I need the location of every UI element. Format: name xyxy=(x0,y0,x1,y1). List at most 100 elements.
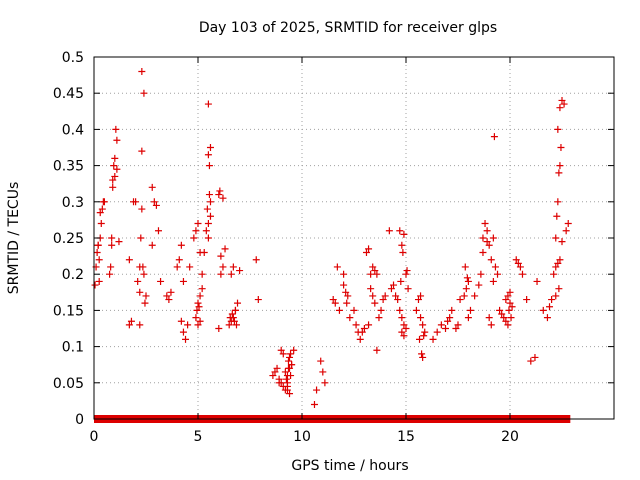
data-point xyxy=(444,317,452,325)
data-point xyxy=(429,335,437,343)
data-point xyxy=(113,136,121,144)
data-point xyxy=(109,183,117,191)
data-point xyxy=(452,325,460,332)
x-tick-label: 20 xyxy=(501,429,519,445)
data-point xyxy=(516,263,524,271)
y-axis-label: SRMTID / TECUs xyxy=(6,182,22,295)
data-point xyxy=(396,227,404,235)
data-point xyxy=(177,241,185,249)
data-point xyxy=(518,270,526,278)
data-point xyxy=(96,209,104,217)
data-point xyxy=(340,281,348,289)
data-point xyxy=(136,321,144,329)
data-point xyxy=(150,198,158,206)
data-point xyxy=(560,100,568,108)
axis-ticks xyxy=(93,56,614,420)
data-point xyxy=(232,321,240,329)
data-point xyxy=(230,317,238,325)
x-tick-label: 0 xyxy=(90,429,99,445)
data-point xyxy=(138,67,146,75)
data-point xyxy=(483,238,491,246)
data-point xyxy=(136,288,144,296)
x-axis-label: GPS time / hours xyxy=(291,458,408,474)
data-point xyxy=(221,245,229,253)
data-point xyxy=(558,96,566,104)
data-point xyxy=(481,220,489,228)
data-point xyxy=(385,227,393,235)
data-point xyxy=(471,292,479,300)
x-tick-label: 5 xyxy=(194,429,203,445)
data-point xyxy=(198,285,206,293)
data-point xyxy=(400,332,408,340)
data-point xyxy=(377,306,385,314)
data-point xyxy=(329,296,337,304)
data-point xyxy=(286,353,294,361)
data-point xyxy=(454,321,462,329)
data-point xyxy=(365,245,373,253)
data-point xyxy=(371,299,379,307)
data-point xyxy=(346,314,354,322)
data-point xyxy=(462,285,470,293)
data-point xyxy=(108,234,116,242)
data-point xyxy=(487,321,495,329)
data-point xyxy=(557,144,565,151)
data-point xyxy=(194,299,202,307)
data-point xyxy=(142,292,150,300)
data-point xyxy=(127,317,135,325)
data-point xyxy=(489,277,497,285)
y-tick-labels: 0 0.05 0.1 0.15 0.2 0.25 0.3 0.35 0.4 0.45 0.5 xyxy=(53,50,84,428)
data-point xyxy=(200,248,208,256)
data-point xyxy=(463,274,471,282)
data-point xyxy=(398,314,406,322)
data-point xyxy=(157,277,165,285)
data-point xyxy=(193,306,201,314)
data-point xyxy=(196,317,204,325)
data-point xyxy=(556,162,564,170)
data-point xyxy=(95,277,103,285)
data-point xyxy=(404,285,412,293)
data-point xyxy=(202,227,210,235)
data-point xyxy=(381,292,389,300)
data-point xyxy=(194,321,202,329)
data-point xyxy=(321,379,329,387)
data-point xyxy=(319,368,327,376)
data-point xyxy=(331,299,339,307)
data-point xyxy=(100,198,108,206)
data-point xyxy=(494,270,502,278)
data-point xyxy=(109,176,117,184)
data-point xyxy=(277,346,285,354)
data-point xyxy=(206,198,214,206)
data-point xyxy=(106,270,114,278)
data-point xyxy=(418,350,426,358)
data-point xyxy=(108,241,116,249)
data-point xyxy=(553,212,561,220)
data-point xyxy=(225,321,233,329)
data-point xyxy=(371,267,379,275)
data-point xyxy=(152,201,160,209)
data-point xyxy=(500,314,508,322)
data-point xyxy=(205,191,213,199)
data-point xyxy=(403,267,411,275)
data-point xyxy=(479,234,487,242)
data-point xyxy=(416,335,424,343)
data-point xyxy=(287,372,295,380)
data-point xyxy=(477,270,485,278)
data-point xyxy=(396,306,404,314)
data-point xyxy=(483,227,491,235)
data-point xyxy=(286,390,294,398)
data-point xyxy=(554,198,562,206)
data-point xyxy=(275,379,283,387)
data-point xyxy=(97,220,105,228)
data-point xyxy=(502,317,510,325)
data-point xyxy=(417,314,425,322)
data-point xyxy=(491,263,499,271)
data-point xyxy=(548,296,556,304)
data-point xyxy=(554,125,562,133)
data-point xyxy=(281,368,289,376)
data-point xyxy=(504,292,512,300)
data-point xyxy=(290,346,298,354)
data-point xyxy=(562,227,570,235)
data-point xyxy=(387,285,395,293)
data-point xyxy=(271,368,279,376)
